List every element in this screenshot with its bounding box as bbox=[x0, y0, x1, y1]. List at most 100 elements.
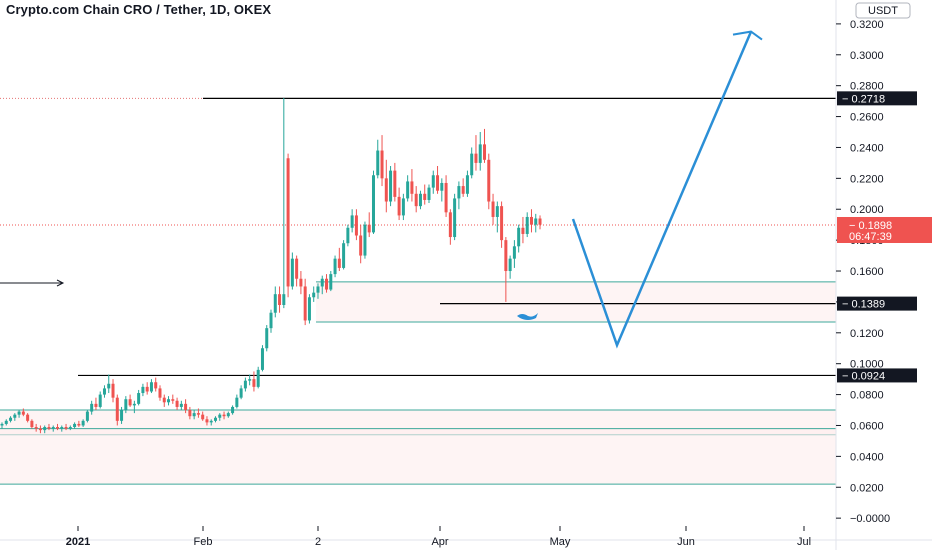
candle-body bbox=[260, 348, 264, 370]
candle-body bbox=[436, 175, 440, 191]
candle-body bbox=[256, 369, 260, 387]
candle bbox=[269, 309, 273, 333]
candle bbox=[406, 175, 410, 202]
candle-body bbox=[231, 406, 235, 414]
candle bbox=[337, 247, 341, 272]
candle bbox=[51, 425, 55, 432]
candle bbox=[111, 379, 115, 403]
candle bbox=[444, 175, 448, 217]
candle bbox=[30, 419, 34, 429]
candle-body bbox=[179, 403, 183, 407]
candle bbox=[354, 209, 358, 241]
candle-body bbox=[47, 427, 51, 429]
price-axis[interactable]: 0.3200 0.3000 0.2800 0.2600 0.2400 0.2200 0.20… bbox=[835, 0, 911, 550]
candle-body bbox=[286, 158, 290, 287]
candle bbox=[316, 283, 320, 299]
candle-body bbox=[457, 186, 461, 199]
y-tick-label: 0.1600 bbox=[850, 266, 884, 278]
candle-body bbox=[431, 175, 435, 188]
candle bbox=[239, 385, 243, 400]
candle bbox=[380, 135, 384, 187]
candle bbox=[21, 408, 25, 417]
x-tick-label: Jul bbox=[797, 536, 811, 548]
candle-body bbox=[329, 274, 333, 290]
candle-body bbox=[359, 235, 363, 256]
candle-body bbox=[376, 150, 380, 176]
candle-body bbox=[21, 411, 25, 415]
drawings-layer bbox=[0, 30, 763, 349]
candle bbox=[359, 224, 363, 264]
y-tick-label: 0.3000 bbox=[850, 50, 884, 62]
candle bbox=[401, 193, 405, 221]
candle bbox=[85, 410, 89, 423]
candle-body bbox=[269, 312, 273, 329]
price-tag-bg bbox=[837, 368, 917, 383]
candle-body bbox=[0, 423, 4, 426]
price-tag: − 0.1389 bbox=[837, 296, 917, 311]
candle bbox=[534, 213, 538, 233]
candle bbox=[512, 240, 516, 268]
candle bbox=[17, 410, 21, 418]
candle-body bbox=[60, 427, 64, 429]
candle-body bbox=[128, 399, 132, 406]
candle-body bbox=[188, 410, 192, 417]
candle-body bbox=[299, 278, 303, 287]
y-tick-label: 0.0600 bbox=[850, 420, 884, 432]
currency-badge-bg bbox=[855, 2, 911, 19]
currency-label: USDT bbox=[868, 5, 898, 17]
candle bbox=[38, 425, 42, 434]
candle-body bbox=[487, 159, 491, 202]
candle-body bbox=[483, 144, 487, 160]
price-tag-label: − 0.1898 bbox=[849, 220, 892, 232]
candle-body bbox=[81, 420, 85, 426]
candle-body bbox=[43, 427, 47, 431]
candle-body bbox=[248, 379, 252, 381]
candle-body bbox=[111, 383, 115, 398]
candle bbox=[43, 425, 47, 434]
candle-body bbox=[158, 388, 162, 398]
candle-body bbox=[508, 258, 512, 272]
y-tick-label: 0.2200 bbox=[850, 173, 884, 185]
candle-body bbox=[414, 193, 418, 207]
candle bbox=[60, 425, 64, 432]
candle-body bbox=[504, 240, 508, 272]
candle bbox=[410, 169, 414, 202]
price-tag-label: − 0.1389 bbox=[842, 299, 885, 311]
y-tick-label: 0.2600 bbox=[850, 112, 884, 124]
candle bbox=[457, 181, 461, 210]
candle bbox=[397, 187, 401, 221]
candle-body bbox=[465, 175, 469, 194]
candle bbox=[478, 132, 482, 171]
candle bbox=[26, 413, 30, 423]
candle bbox=[252, 371, 256, 392]
candle bbox=[500, 201, 504, 248]
price-tag-bg bbox=[837, 91, 917, 106]
candle bbox=[295, 255, 299, 287]
candle-body bbox=[85, 411, 89, 421]
candle bbox=[367, 212, 371, 238]
candle bbox=[81, 419, 85, 428]
candle-body bbox=[273, 294, 277, 313]
candle bbox=[192, 410, 196, 420]
candle bbox=[273, 286, 277, 318]
candle-body bbox=[448, 212, 452, 238]
candle bbox=[320, 275, 324, 295]
candle bbox=[56, 423, 60, 431]
candle-body bbox=[26, 414, 30, 421]
candle-body bbox=[56, 427, 60, 429]
price-tag: − 0.0924 bbox=[837, 368, 917, 383]
candle bbox=[188, 406, 192, 420]
candle-body bbox=[252, 379, 256, 387]
candle bbox=[346, 224, 350, 247]
time-axis[interactable]: 2021 Feb 2 Apr May Jun Jul bbox=[0, 526, 932, 548]
candle-body bbox=[278, 294, 282, 305]
candle bbox=[431, 170, 435, 194]
candle-body bbox=[337, 258, 341, 268]
candle-body bbox=[397, 196, 401, 216]
candle-body bbox=[235, 397, 239, 407]
candle-body bbox=[167, 399, 171, 403]
candle-body bbox=[333, 258, 337, 275]
candle-body bbox=[474, 153, 478, 163]
